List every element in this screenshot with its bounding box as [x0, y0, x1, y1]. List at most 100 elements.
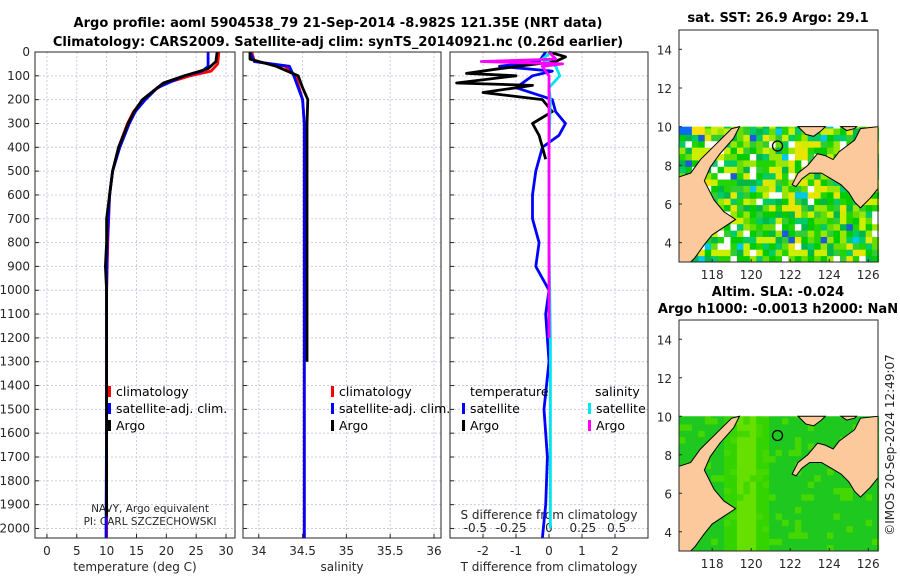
map-cell — [788, 249, 796, 257]
map-cell — [730, 255, 738, 263]
map-cell — [801, 430, 809, 438]
annotation-line-1: NAVY, Argo equivalent — [91, 503, 209, 515]
map-cell — [762, 443, 770, 450]
map-cell — [820, 487, 828, 495]
map-cell — [769, 153, 777, 161]
map-cell — [827, 147, 835, 155]
map-cell — [762, 544, 770, 552]
map-cell — [833, 423, 841, 431]
sla-map: 118 120 122 124 126 4 6 8 10 12 14 — [657, 319, 880, 571]
map-cell — [743, 128, 751, 135]
map-cell — [736, 525, 744, 533]
map-cell — [801, 134, 809, 142]
map-cell — [859, 255, 867, 263]
map-cell — [743, 512, 751, 520]
map-cell — [814, 487, 822, 495]
map-cell — [775, 512, 783, 520]
lat-tick-label: 14 — [657, 43, 672, 57]
map-cell — [872, 519, 880, 527]
map-cell — [749, 416, 757, 419]
y-tick-label: 1000 — [0, 283, 30, 297]
map-cell — [769, 242, 777, 250]
map-cell — [807, 140, 815, 148]
map-cell — [698, 153, 706, 161]
map-cell — [859, 249, 867, 257]
map-cell — [788, 493, 796, 501]
map-cell — [820, 128, 828, 135]
map-cell — [859, 493, 867, 501]
map-cell — [788, 210, 796, 218]
map-cell — [762, 128, 770, 135]
map-cell — [756, 230, 764, 237]
map-cell — [782, 204, 789, 212]
map-cell — [833, 249, 841, 257]
map-cell — [782, 210, 789, 218]
map-cell — [846, 538, 854, 546]
map-cell — [788, 166, 796, 174]
map-cell — [839, 134, 847, 142]
map-cell — [749, 436, 757, 444]
map-cell — [756, 217, 764, 225]
map-cell — [749, 210, 757, 218]
map-cell — [704, 179, 712, 186]
map-cell — [846, 128, 854, 135]
map-cell — [679, 128, 686, 135]
map-cell — [865, 223, 873, 231]
map-cell — [814, 506, 822, 514]
map-cell — [820, 474, 828, 482]
map-cell — [782, 468, 789, 476]
map-cell — [730, 249, 738, 257]
map-cell — [704, 468, 712, 476]
map-cell — [794, 242, 802, 250]
map-cell — [794, 217, 802, 225]
y-tick-label: 1300 — [0, 355, 30, 369]
map-cell — [762, 236, 770, 244]
map-cell — [749, 242, 757, 250]
map-cell — [827, 443, 835, 450]
map-cell — [736, 455, 744, 463]
map-cell — [827, 204, 835, 212]
map-cell — [679, 436, 686, 444]
map-cell — [782, 500, 789, 508]
map-cell — [801, 531, 809, 539]
map-cell — [724, 223, 732, 231]
map-cell — [820, 147, 828, 155]
map-cell — [711, 481, 719, 488]
map-cell — [788, 462, 796, 469]
map-cell — [782, 153, 789, 161]
map-cell — [801, 436, 809, 444]
map-cell — [839, 249, 847, 257]
map-cell — [794, 423, 802, 431]
map-cell — [820, 255, 828, 263]
map-cell — [756, 198, 764, 206]
y-tick-label: 1100 — [0, 307, 30, 321]
map-cell — [769, 179, 777, 186]
map-cell — [743, 493, 751, 501]
y-tick-label: 200 — [7, 93, 30, 107]
map-cell — [852, 230, 860, 237]
map-cell — [839, 487, 847, 495]
map-cell — [762, 179, 770, 186]
map-cell — [717, 134, 725, 142]
map-cell — [743, 416, 751, 419]
map-cell — [756, 474, 764, 482]
map-cell — [743, 449, 751, 457]
map-cell — [846, 204, 854, 212]
map-cell — [788, 443, 796, 450]
map-cell — [839, 242, 847, 250]
map-cell — [756, 128, 764, 135]
map-cell — [749, 493, 757, 501]
map-cell — [749, 134, 757, 142]
map-cell — [859, 126, 867, 129]
map-cell — [859, 217, 867, 225]
map-cell — [756, 223, 764, 231]
map-cell — [685, 147, 693, 155]
map-cell — [820, 417, 828, 425]
map-cell — [782, 531, 789, 539]
map-cell — [865, 512, 873, 520]
y-tick-label: 900 — [7, 259, 30, 273]
map-cell — [852, 506, 860, 514]
map-cell — [756, 519, 764, 527]
map-cell — [762, 531, 770, 539]
map-cell — [839, 128, 847, 135]
